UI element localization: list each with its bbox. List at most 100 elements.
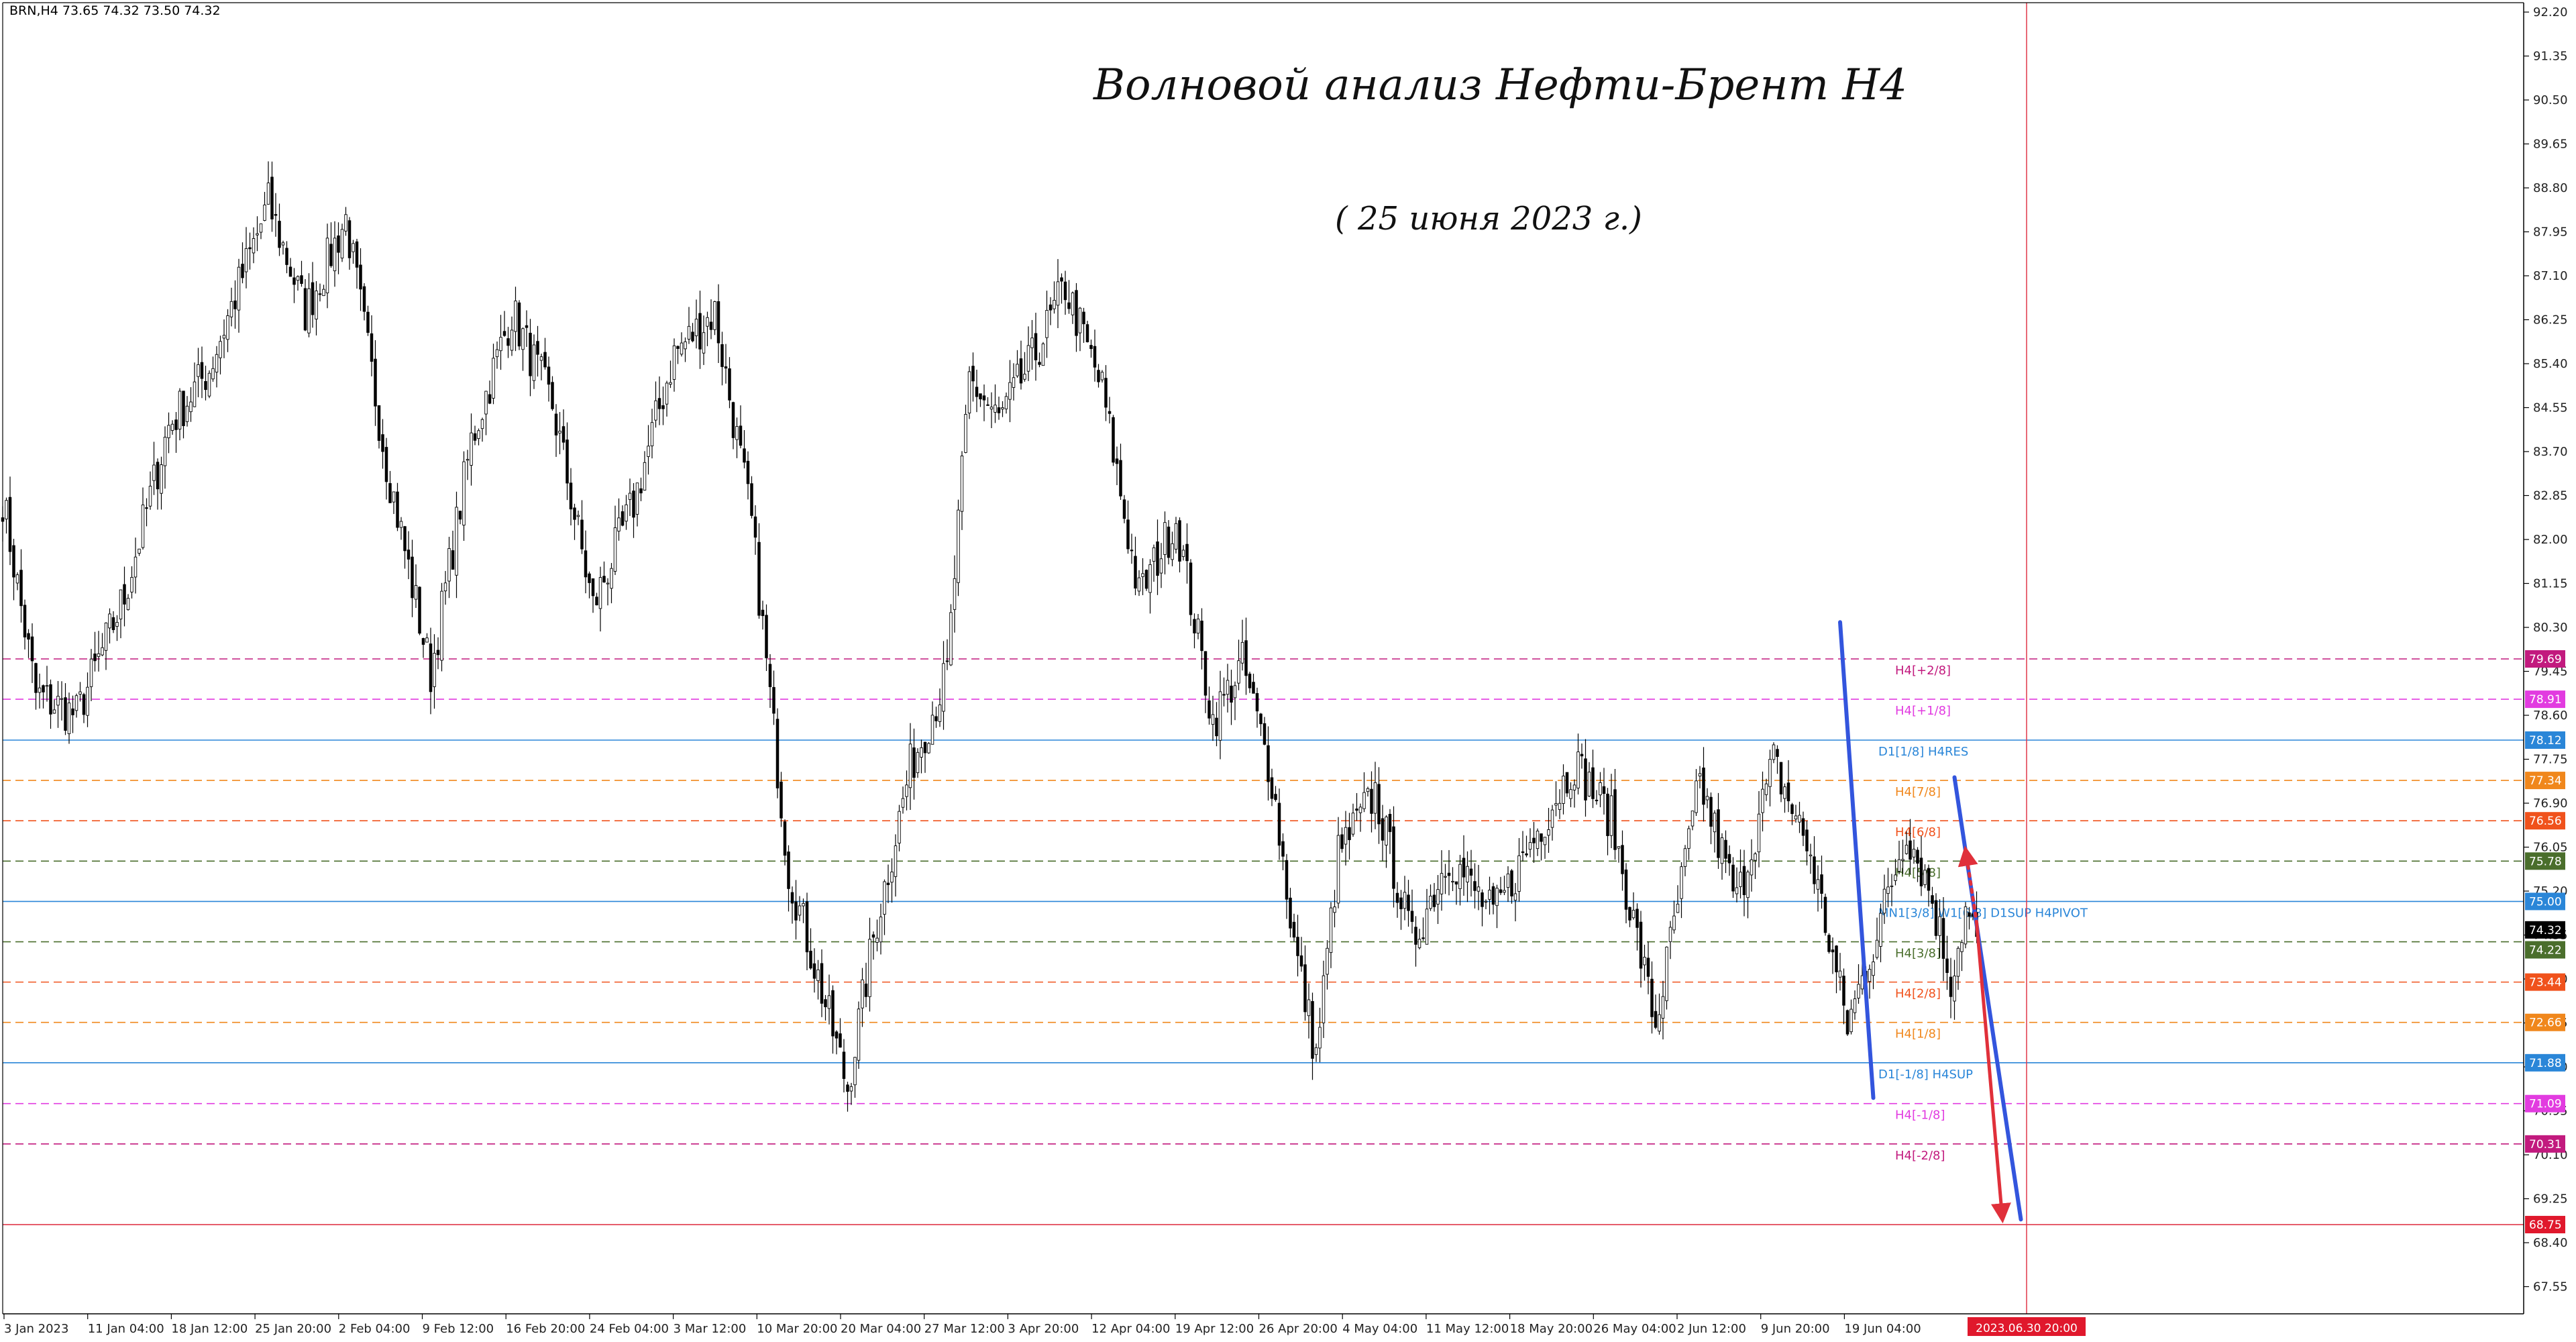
candle-body — [1248, 673, 1252, 688]
candle-body — [728, 368, 731, 401]
candle-body — [1481, 892, 1484, 907]
candle-body — [388, 483, 392, 503]
candle-body — [1108, 411, 1112, 414]
x-tick-label: 27 Mar 12:00 — [924, 1322, 1005, 1336]
y-tick-label: 82.00 — [2533, 533, 2568, 547]
candle-body — [78, 691, 82, 694]
candle-body — [1085, 324, 1089, 342]
level-label: H4[3/8] — [1895, 947, 1941, 961]
candle-body — [543, 352, 547, 368]
candle-body — [1222, 694, 1226, 696]
candle-body — [1587, 772, 1591, 796]
candle-body — [875, 937, 879, 943]
candle-body — [322, 289, 325, 297]
level-label: H4[7/8] — [1895, 785, 1941, 799]
candle-body — [691, 331, 694, 342]
candle-body — [750, 483, 753, 516]
candle-body — [1960, 942, 1964, 952]
x-tick-label: 12 Apr 04:00 — [1091, 1322, 1170, 1336]
candle-body — [1857, 984, 1860, 998]
candle-body — [997, 407, 1001, 413]
candle-body — [551, 382, 554, 409]
candle-body — [1045, 310, 1049, 338]
candle-body — [1016, 364, 1019, 376]
candle-body — [1362, 792, 1366, 809]
candle-body — [443, 582, 447, 592]
candle-body — [1554, 803, 1558, 806]
candle-body — [300, 275, 303, 285]
candle-body — [1543, 837, 1547, 845]
price-badge — [2525, 852, 2565, 870]
candle-body — [1528, 842, 1532, 850]
candle-body — [1595, 799, 1599, 802]
candle-body — [82, 694, 86, 715]
candle-body — [1894, 874, 1897, 881]
candle-body — [584, 550, 588, 578]
candle-body — [1488, 890, 1491, 900]
candle-body — [222, 335, 226, 339]
candle-body — [266, 183, 270, 205]
candle-body — [1931, 895, 1934, 904]
candle-body — [720, 344, 724, 367]
candle-body — [883, 881, 886, 915]
candle-body — [595, 597, 598, 606]
candle-body — [355, 241, 359, 268]
candle-body — [521, 328, 525, 350]
candle-body — [1185, 544, 1189, 562]
candle-body — [698, 313, 702, 350]
candle-body — [1292, 921, 1296, 938]
candle-body — [1624, 869, 1628, 910]
candle-body — [1558, 803, 1562, 810]
candle-body — [731, 402, 735, 438]
candle-body — [1532, 837, 1536, 843]
candle-body — [396, 491, 399, 528]
candle-body — [820, 963, 824, 1004]
candle-body — [1156, 541, 1159, 576]
candle-body — [38, 687, 42, 693]
candle-body — [1550, 809, 1554, 828]
candle-body — [1167, 526, 1171, 558]
candle-body — [285, 248, 288, 265]
candle-body — [617, 517, 621, 532]
candle-body — [1141, 573, 1144, 577]
candle-body — [34, 663, 38, 693]
candle-body — [1100, 372, 1104, 380]
candle-body — [1875, 939, 1879, 958]
candle-body — [665, 382, 669, 405]
candle-body — [436, 650, 440, 656]
candle-body — [30, 636, 34, 662]
candle-body — [1189, 562, 1193, 615]
candle-body — [374, 358, 377, 407]
candle-body — [1385, 817, 1388, 845]
price-badge-label: 75.78 — [2529, 855, 2562, 868]
candle-body — [1827, 935, 1831, 952]
candle-body — [347, 220, 352, 258]
x-tick-label: 9 Feb 12:00 — [423, 1322, 494, 1336]
candle-body — [1237, 660, 1240, 684]
candle-body — [757, 541, 761, 616]
candle-body — [960, 456, 964, 512]
candle-body — [381, 434, 384, 452]
candle-body — [237, 266, 241, 311]
candle-body — [1008, 382, 1012, 400]
x-tick-label: 19 Jun 04:00 — [1844, 1322, 1921, 1336]
candle-body — [871, 934, 875, 938]
price-badge-label: 68.75 — [2529, 1219, 2562, 1232]
price-badge-label: 72.66 — [2529, 1017, 2562, 1030]
candle-body — [1617, 846, 1621, 849]
candle-body — [746, 460, 750, 484]
candle-body — [182, 391, 185, 426]
candle-body — [1565, 772, 1569, 794]
candle-body — [1440, 873, 1444, 894]
candle-body — [1075, 290, 1078, 336]
x-tick-label: 3 Apr 20:00 — [1008, 1322, 1079, 1336]
candle-body — [661, 405, 665, 409]
candle-body — [141, 505, 145, 548]
candle-body — [119, 589, 123, 619]
candle-body — [1023, 374, 1026, 380]
candle-body — [42, 685, 45, 692]
candle-body — [1038, 362, 1041, 365]
